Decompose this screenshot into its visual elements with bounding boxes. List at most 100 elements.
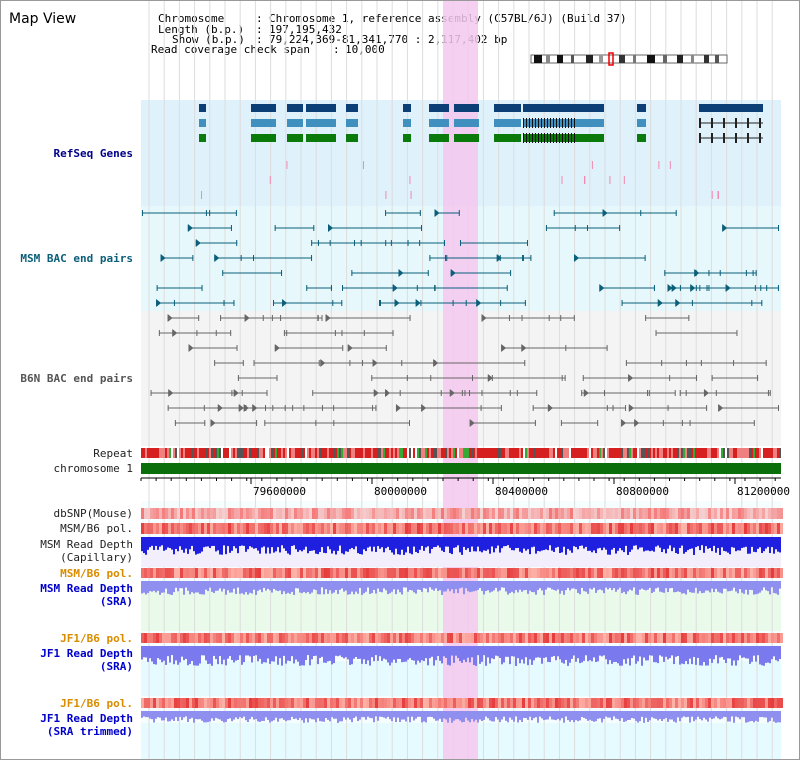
depth-bar bbox=[527, 646, 529, 666]
axis-tick-label: 80000000 bbox=[374, 485, 427, 498]
depth-bar bbox=[591, 711, 593, 721]
track-label-jf1-depth-sra[interactable]: JF1 Read Depth bbox=[40, 647, 133, 660]
heat-cell bbox=[198, 568, 201, 578]
heat-cell bbox=[630, 568, 633, 578]
depth-bar bbox=[201, 537, 203, 552]
heat-cell bbox=[267, 568, 270, 578]
depth-bar bbox=[307, 646, 309, 656]
heat-cell bbox=[366, 568, 369, 578]
heat-cell bbox=[459, 568, 462, 578]
depth-bar bbox=[653, 711, 655, 719]
track-label-msm-bac[interactable]: MSM BAC end pairs bbox=[20, 252, 133, 265]
depth-bar bbox=[511, 711, 513, 720]
track-label-repeat[interactable]: Repeat bbox=[93, 447, 133, 460]
depth-bar bbox=[585, 646, 587, 656]
depth-bar bbox=[259, 646, 261, 659]
heat-cell bbox=[210, 698, 213, 708]
heat-cell bbox=[279, 508, 282, 519]
depth-bar bbox=[709, 581, 711, 593]
depth-bar bbox=[557, 581, 559, 590]
heat-cell bbox=[264, 698, 267, 708]
depth-bar bbox=[777, 581, 779, 595]
depth-bar bbox=[693, 581, 695, 593]
repeat-block bbox=[631, 448, 633, 458]
heat-cell bbox=[405, 568, 408, 578]
depth-bar bbox=[381, 711, 383, 717]
depth-bar bbox=[615, 711, 617, 719]
track-label-msm-b6-pol-sra[interactable]: MSM/B6 pol. bbox=[60, 567, 133, 580]
heat-cell bbox=[597, 568, 600, 578]
depth-bar bbox=[593, 581, 595, 588]
depth-bar bbox=[729, 646, 731, 659]
depth-bar bbox=[253, 711, 255, 720]
heat-cell bbox=[564, 523, 567, 534]
heat-cell bbox=[432, 698, 435, 708]
depth-bar bbox=[537, 537, 539, 552]
track-label-msm-depth-sra[interactable]: MSM Read Depth bbox=[40, 582, 133, 595]
msm-bac-pair bbox=[526, 240, 528, 246]
depth-bar bbox=[779, 711, 781, 723]
depth-bar bbox=[355, 537, 357, 547]
msm-bac-pair bbox=[156, 299, 162, 307]
depth-bar bbox=[157, 581, 159, 591]
ideogram-band bbox=[546, 55, 550, 63]
repeat-block bbox=[749, 448, 751, 458]
heat-cell bbox=[144, 568, 147, 578]
depth-bar bbox=[229, 711, 231, 719]
track-label-refseq[interactable]: RefSeq Genes bbox=[53, 147, 133, 160]
repeat-block bbox=[567, 448, 569, 458]
track-label-jf1-b6-pol[interactable]: JF1/B6 pol. bbox=[60, 632, 133, 645]
depth-bar bbox=[327, 646, 329, 662]
depth-bar bbox=[435, 711, 437, 721]
heat-cell bbox=[549, 508, 552, 519]
track-label-msm-b6-pol[interactable]: MSM/B6 pol. bbox=[60, 522, 133, 535]
heat-cell bbox=[432, 523, 435, 534]
gene-model bbox=[637, 104, 646, 112]
heat-cell bbox=[669, 523, 672, 534]
repeat-block bbox=[699, 448, 701, 458]
depth-bar bbox=[633, 711, 635, 719]
heat-cell bbox=[564, 698, 567, 708]
heat-cell bbox=[489, 568, 492, 578]
heat-cell bbox=[456, 508, 459, 519]
heat-cell bbox=[615, 633, 618, 643]
depth-bar bbox=[225, 646, 227, 666]
repeat-block bbox=[707, 448, 709, 458]
heat-cell bbox=[330, 698, 333, 708]
track-label-chromosome[interactable]: chromosome 1 bbox=[53, 462, 133, 475]
track-label-msm-depth-capillary[interactable]: MSM Read Depth bbox=[40, 538, 133, 551]
depth-bar bbox=[381, 537, 383, 548]
depth-bar bbox=[241, 537, 243, 546]
depth-bar bbox=[151, 646, 153, 662]
depth-bar bbox=[507, 646, 509, 657]
heat-cell bbox=[387, 698, 390, 708]
depth-bar bbox=[155, 581, 157, 593]
heat-cell bbox=[234, 698, 237, 708]
depth-bar bbox=[505, 711, 507, 721]
track-label-dbsnp[interactable]: dbSNP(Mouse) bbox=[53, 507, 133, 520]
heat-cell bbox=[615, 568, 618, 578]
heat-cell bbox=[159, 508, 162, 519]
repeat-block bbox=[459, 448, 461, 458]
heat-cell bbox=[540, 523, 543, 534]
depth-bar bbox=[343, 581, 345, 592]
depth-bar bbox=[771, 711, 773, 718]
track-label-b6n-bac[interactable]: B6N BAC end pairs bbox=[20, 372, 133, 385]
depth-bar bbox=[485, 711, 487, 717]
msm-bac-pair bbox=[574, 254, 580, 262]
repeat-block bbox=[327, 448, 329, 458]
track-label-jf1-depth-trim[interactable]: JF1 Read Depth bbox=[40, 712, 133, 725]
depth-bar bbox=[515, 711, 517, 717]
b6n-bac-pair bbox=[256, 420, 258, 426]
heat-cell bbox=[720, 508, 723, 519]
b6n-bac-pair bbox=[264, 420, 266, 426]
track-label-jf1-b6-pol-trim[interactable]: JF1/B6 pol. bbox=[60, 697, 133, 710]
depth-bar bbox=[317, 711, 319, 719]
heat-cell bbox=[624, 698, 627, 708]
repeat-block bbox=[417, 448, 419, 458]
depth-bar bbox=[593, 646, 595, 658]
gene-exon bbox=[735, 118, 737, 128]
repeat-block bbox=[255, 448, 257, 458]
depth-bar bbox=[275, 646, 277, 657]
